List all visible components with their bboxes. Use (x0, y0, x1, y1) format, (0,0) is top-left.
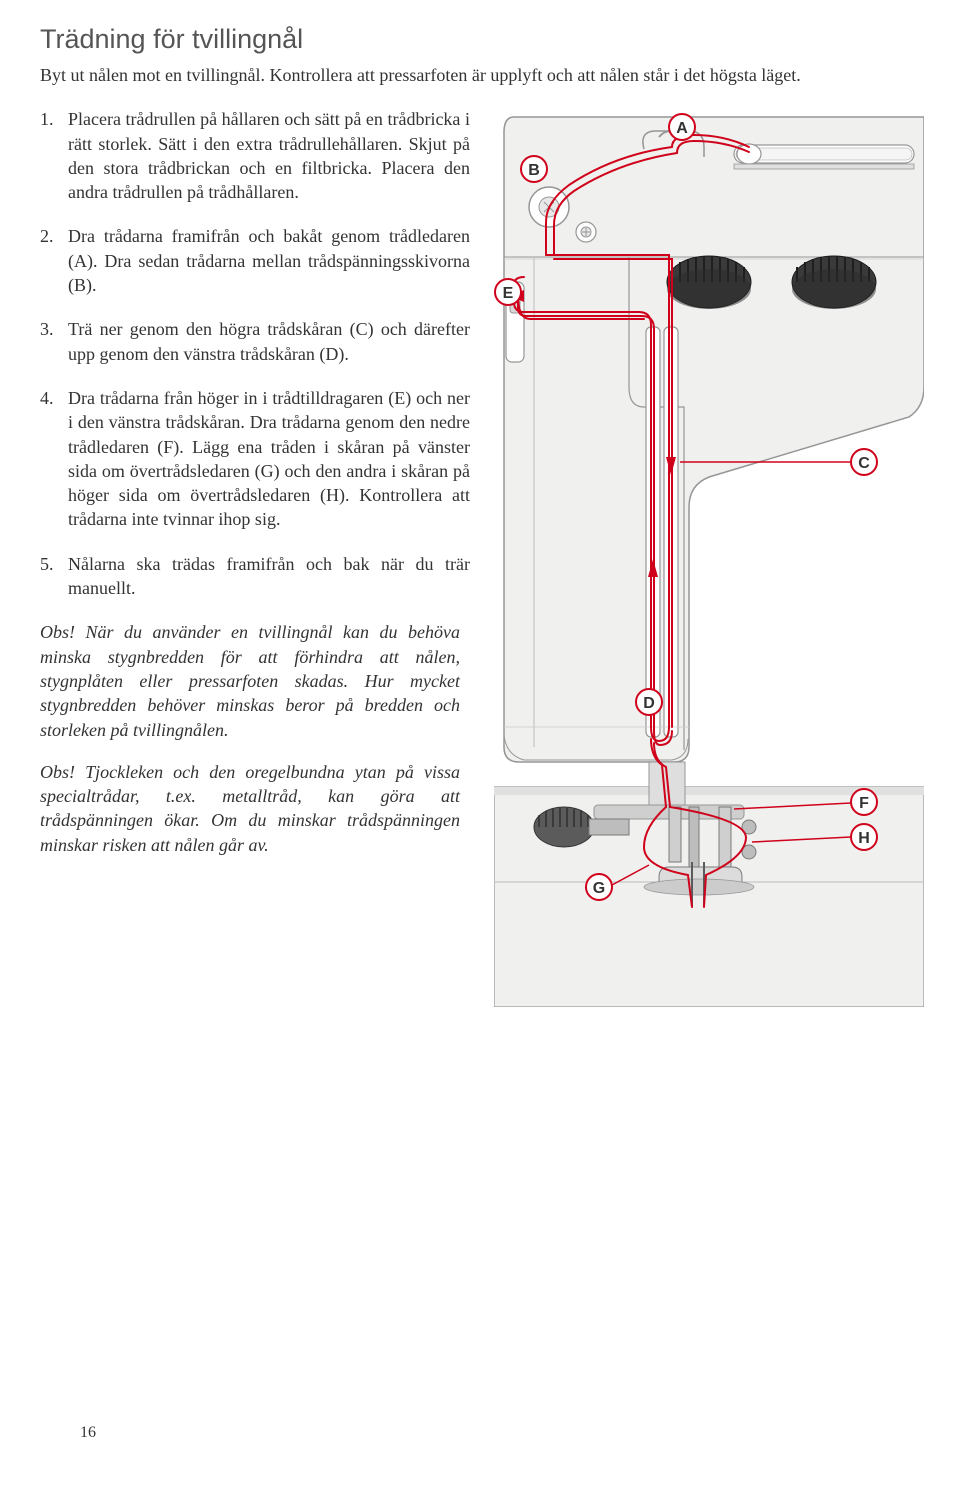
label-H: H (858, 830, 870, 847)
label-E: E (503, 285, 514, 302)
note-1: Obs! När du använder en tvillingnål kan … (40, 620, 460, 741)
step-4: Dra trådarna från höger in i trådtilldra… (40, 386, 470, 532)
label-F: F (859, 795, 869, 812)
page-title: Trädning för tvillingnål (40, 24, 920, 55)
note-2: Obs! Tjockleken och den oregelbundna yta… (40, 760, 460, 857)
step-1: Placera trådrullen på hållaren och sätt … (40, 107, 470, 204)
label-G: G (593, 880, 605, 897)
page-number: 16 (80, 1424, 96, 1442)
step-5: Nålarna ska trädas framifrån och bak när… (40, 552, 470, 601)
step-2: Dra trådarna framifrån och bakåt genom t… (40, 224, 470, 297)
threading-diagram: A B E C D F H (494, 107, 924, 1007)
label-D: D (643, 695, 655, 712)
step-3: Trä ner genom den högra trådskåran (C) o… (40, 317, 470, 366)
label-A: A (676, 120, 688, 137)
tension-dial-left (667, 256, 751, 309)
steps-list: Placera trådrullen på hållaren och sätt … (40, 107, 470, 600)
label-B: B (528, 162, 540, 179)
label-C: C (858, 455, 870, 472)
intro-text: Byt ut nålen mot en tvillingnål. Kontrol… (40, 63, 920, 87)
tension-dial-right (792, 256, 876, 309)
